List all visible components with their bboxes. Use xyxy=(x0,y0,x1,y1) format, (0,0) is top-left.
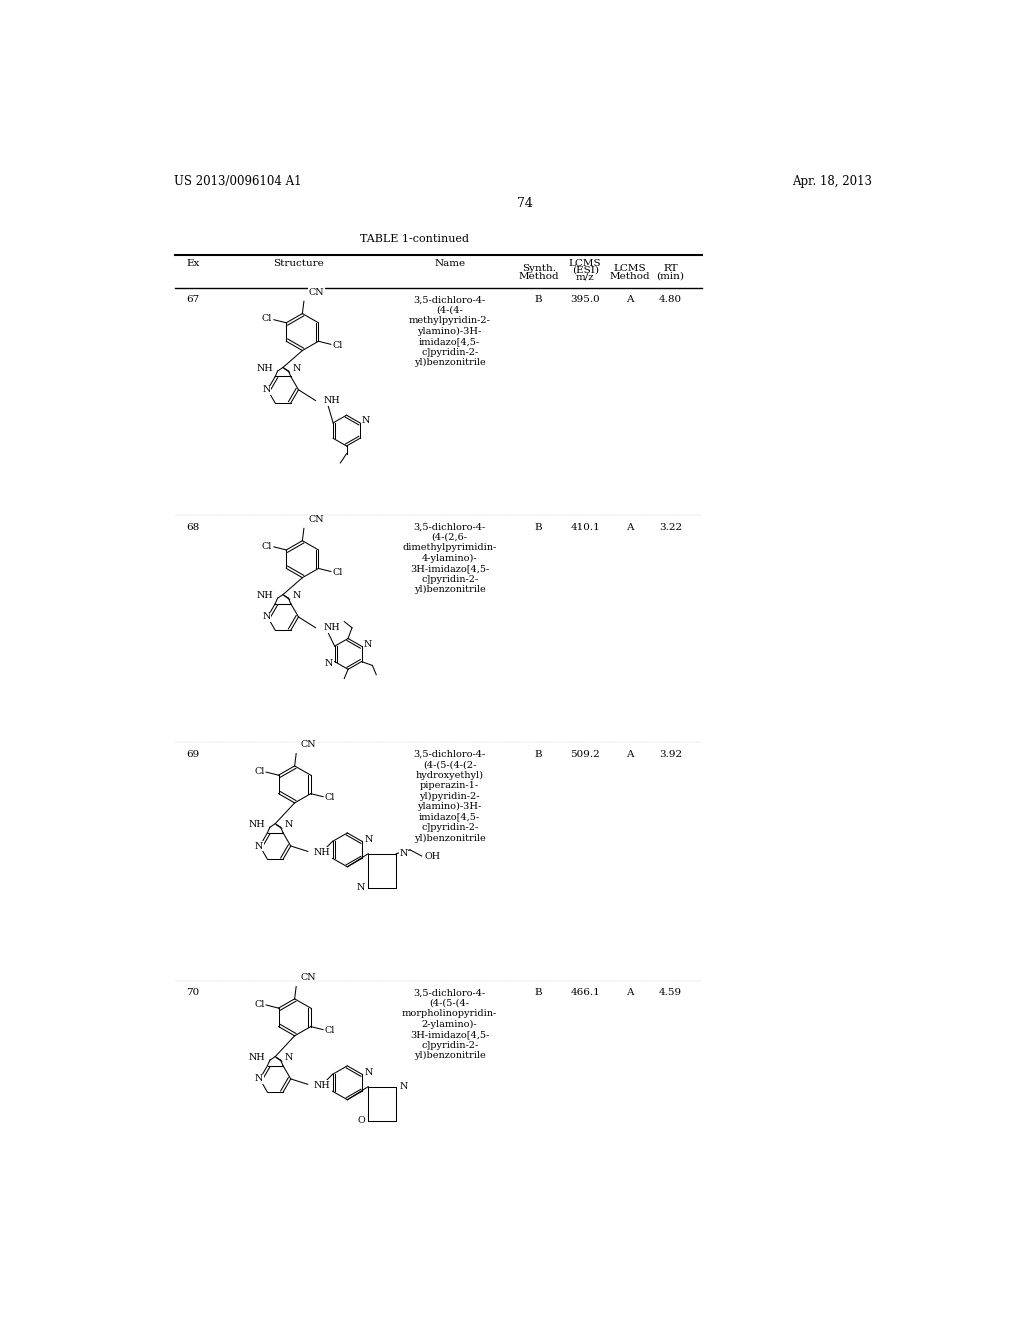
Text: OH: OH xyxy=(425,851,440,861)
Text: 74: 74 xyxy=(517,197,532,210)
Text: LCMS: LCMS xyxy=(569,259,601,268)
Text: NH: NH xyxy=(249,821,265,829)
Text: N: N xyxy=(292,591,301,601)
Text: 395.0: 395.0 xyxy=(570,296,600,305)
Text: Ex: Ex xyxy=(186,259,200,268)
Text: NH: NH xyxy=(324,396,340,405)
Text: B: B xyxy=(535,750,543,759)
Text: 3.22: 3.22 xyxy=(658,523,682,532)
Text: N: N xyxy=(285,821,293,829)
Text: CN: CN xyxy=(301,973,316,982)
Text: N: N xyxy=(285,1053,293,1063)
Text: 67: 67 xyxy=(186,296,200,305)
Text: 69: 69 xyxy=(186,750,200,759)
Text: N: N xyxy=(255,1074,263,1084)
Text: Cl: Cl xyxy=(325,793,335,803)
Text: Method: Method xyxy=(610,272,650,281)
Text: O: O xyxy=(357,1115,366,1125)
Text: Method: Method xyxy=(518,272,559,281)
Text: TABLE 1-continued: TABLE 1-continued xyxy=(360,234,469,244)
Text: Cl: Cl xyxy=(333,568,343,577)
Text: A: A xyxy=(627,750,634,759)
Text: N: N xyxy=(255,842,263,850)
Text: 410.1: 410.1 xyxy=(570,523,600,532)
Text: N: N xyxy=(325,659,333,668)
Text: A: A xyxy=(627,523,634,532)
Text: NH: NH xyxy=(314,847,331,857)
Text: US 2013/0096104 A1: US 2013/0096104 A1 xyxy=(174,176,302,189)
Text: 68: 68 xyxy=(186,523,200,532)
Text: 3,5-dichloro-4-
(4-(5-(4-(2-
hydroxyethyl)
piperazin-1-
yl)pyridin-2-
ylamino)-3: 3,5-dichloro-4- (4-(5-(4-(2- hydroxyethy… xyxy=(414,750,485,842)
Text: Cl: Cl xyxy=(325,1026,335,1035)
Text: Apr. 18, 2013: Apr. 18, 2013 xyxy=(792,176,872,189)
Text: Structure: Structure xyxy=(273,259,324,268)
Text: B: B xyxy=(535,523,543,532)
Text: N: N xyxy=(365,836,373,845)
Text: N: N xyxy=(292,364,301,374)
Text: 3,5-dichloro-4-
(4-(2,6-
dimethylpyrimidin-
4-ylamino)-
3H-imidazo[4,5-
c]pyridi: 3,5-dichloro-4- (4-(2,6- dimethylpyrimid… xyxy=(402,523,497,594)
Text: N: N xyxy=(399,849,408,858)
Text: Synth.: Synth. xyxy=(522,264,556,273)
Text: N: N xyxy=(356,883,366,892)
Text: CN: CN xyxy=(301,741,316,748)
Text: A: A xyxy=(627,296,634,305)
Text: NH: NH xyxy=(256,364,273,374)
Text: NH: NH xyxy=(324,623,340,632)
Text: (min): (min) xyxy=(656,272,684,281)
Text: B: B xyxy=(535,989,543,998)
Text: 70: 70 xyxy=(186,989,200,998)
Text: Name: Name xyxy=(434,259,465,268)
Text: B: B xyxy=(535,296,543,305)
Text: RT: RT xyxy=(664,264,678,273)
Text: N: N xyxy=(262,385,271,395)
Text: Cl: Cl xyxy=(254,999,264,1008)
Text: NH: NH xyxy=(314,1081,331,1089)
Text: N: N xyxy=(262,612,271,622)
Text: N: N xyxy=(399,1082,408,1092)
Text: N: N xyxy=(365,1068,373,1077)
Text: 3,5-dichloro-4-
(4-(5-(4-
morpholinopyridin-
2-ylamino)-
3H-imidazo[4,5-
c]pyrid: 3,5-dichloro-4- (4-(5-(4- morpholinopyri… xyxy=(402,989,498,1060)
Text: (ESI): (ESI) xyxy=(571,265,599,275)
Text: m/z: m/z xyxy=(575,272,595,281)
Text: LCMS: LCMS xyxy=(613,264,646,273)
Text: NH: NH xyxy=(256,591,273,601)
Text: 3.92: 3.92 xyxy=(658,750,682,759)
Text: 4.80: 4.80 xyxy=(658,296,682,305)
Text: N: N xyxy=(364,640,372,649)
Text: Cl: Cl xyxy=(254,767,264,776)
Text: Cl: Cl xyxy=(262,541,272,550)
Text: 3,5-dichloro-4-
(4-(4-
methylpyridin-2-
ylamino)-3H-
imidazo[4,5-
c]pyridin-2-
y: 3,5-dichloro-4- (4-(4- methylpyridin-2- … xyxy=(409,296,490,367)
Text: Cl: Cl xyxy=(333,341,343,350)
Text: 509.2: 509.2 xyxy=(570,750,600,759)
Text: N: N xyxy=(361,416,370,425)
Text: CN: CN xyxy=(308,515,325,524)
Text: NH: NH xyxy=(249,1053,265,1063)
Text: 4.59: 4.59 xyxy=(658,989,682,998)
Text: CN: CN xyxy=(308,288,325,297)
Text: Cl: Cl xyxy=(262,314,272,323)
Text: A: A xyxy=(627,989,634,998)
Text: 466.1: 466.1 xyxy=(570,989,600,998)
